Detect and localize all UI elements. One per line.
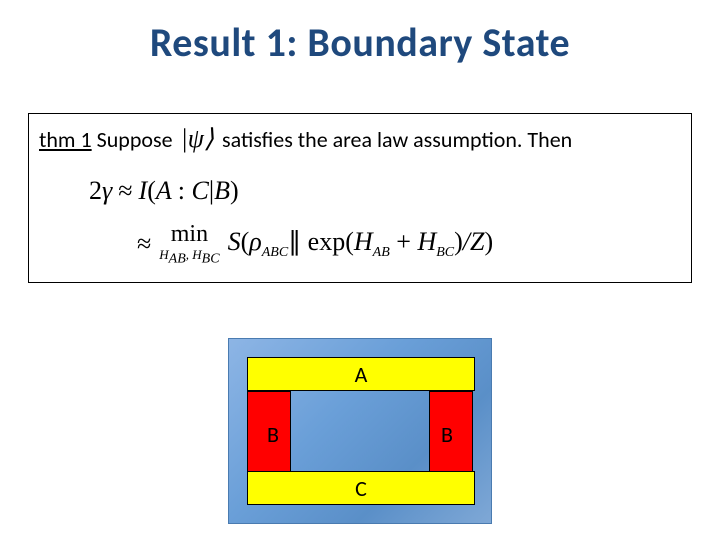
region-diagram: A B B C: [228, 338, 492, 524]
eq2-Z: Z: [470, 227, 484, 256]
eq2-H2-sub: BC: [436, 245, 454, 260]
eq2-H1-sub: AB: [373, 245, 390, 260]
eq1-I: I: [139, 176, 148, 205]
eq2-open: (: [241, 227, 250, 256]
eq1-colon: :: [178, 176, 185, 205]
psi-ket: |ψ⟩: [179, 124, 216, 154]
eq2-min-bot: HAB, HBC: [159, 248, 219, 267]
eq1-open: (: [147, 176, 156, 205]
eq2-min: min HAB, HBC: [159, 222, 219, 267]
eq1-gamma: γ: [102, 176, 112, 205]
eq1-close: ): [230, 176, 239, 205]
eq2-min-top: min: [171, 222, 208, 246]
eq2-open2: (: [345, 227, 354, 256]
eq1-A: A: [156, 176, 171, 205]
thm-label: thm 1: [39, 126, 92, 153]
thm-suppose: Suppose: [92, 126, 173, 153]
eq1-approx: ≈: [118, 176, 132, 206]
eq2-close2: ): [454, 227, 463, 256]
eq2-H1: H: [354, 227, 373, 256]
label-B-right: B: [441, 421, 453, 448]
eq2-plus: +: [396, 227, 411, 256]
eq1-C: C: [192, 176, 209, 205]
eq1-B: B: [214, 176, 230, 205]
eq2-body: S(ρABC∥ exp(HAB + HBC)/Z): [228, 227, 494, 261]
label-B-left: B: [267, 421, 279, 448]
eq1-coeff: 2: [89, 176, 102, 205]
eq2-H2: H: [417, 227, 436, 256]
region-A: A: [247, 357, 475, 391]
region-C: C: [247, 471, 475, 505]
equation-2: ≈ min HAB, HBC S(ρABC∥ exp(HAB + HBC)/Z): [137, 222, 493, 267]
eq2-dbar: ∥: [288, 227, 301, 256]
eq2-rho-sub: ABC: [262, 245, 288, 260]
eq2-S: S: [228, 227, 241, 256]
theorem-box: thm 1 Suppose |ψ⟩ satisfies the area law…: [28, 113, 692, 283]
equation-1: 2γ ≈ I(A : C|B): [89, 176, 239, 206]
eq2-exp: exp: [308, 227, 346, 256]
eq2-slash: /: [463, 227, 470, 256]
eq2-close: ): [485, 227, 494, 256]
eq2-approx: ≈: [137, 229, 151, 259]
theorem-statement: thm 1 Suppose |ψ⟩ satisfies the area law…: [39, 124, 572, 154]
slide-title: Result 1: Boundary State: [0, 18, 720, 67]
thm-suffix: satisfies the area law assumption. Then: [222, 126, 572, 153]
eq2-rho: ρ: [249, 227, 261, 256]
